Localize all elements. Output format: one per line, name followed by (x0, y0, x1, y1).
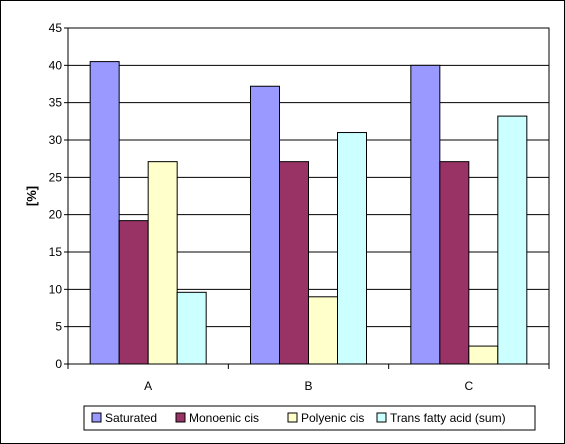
x-tick-label: C (464, 379, 473, 393)
y-tick-label: 15 (49, 245, 63, 259)
legend-label: Trans fatty acid (sum) (390, 411, 506, 425)
bar-polyenic-cis-b (308, 296, 338, 365)
legend-swatch (175, 412, 186, 423)
bar-trans-fatty-acid-sum-a (176, 291, 207, 365)
y-tick-label: 25 (49, 170, 63, 184)
y-tick-label: 30 (49, 133, 63, 147)
bar-trans-fatty-acid-sum-c (497, 115, 528, 365)
y-tick-label: 40 (49, 58, 63, 72)
y-axis-label: [%] (24, 186, 39, 206)
legend-label: Saturated (105, 411, 157, 425)
y-tick-label: 35 (49, 96, 63, 110)
y-tick-label: 20 (49, 208, 63, 222)
y-axis: 0 5 10 15 20 25 30 35 40 45 (49, 21, 68, 371)
x-tick-label: A (144, 379, 152, 393)
bar-monoenic-cis-a (118, 220, 149, 365)
bar-saturated-c (410, 64, 441, 365)
bar-monoenic-cis-c (439, 161, 470, 365)
legend-swatch (376, 412, 387, 423)
x-axis: A B C (67, 364, 550, 393)
bars (89, 61, 528, 365)
legend: Saturated Monoenic cis Polyenic cis Trans f… (83, 405, 536, 431)
legend-box (83, 405, 536, 431)
y-tick-label: 10 (49, 282, 63, 296)
legend-label: Polyenic cis (301, 411, 364, 425)
legend-swatch (91, 412, 102, 423)
y-tick-label: 45 (49, 21, 63, 35)
legend-swatch (287, 412, 298, 423)
legend-label: Monoenic cis (189, 411, 259, 425)
y-tick-label: 5 (55, 320, 62, 334)
bar-polyenic-cis-c (468, 345, 499, 365)
bar-saturated-a (89, 61, 120, 365)
bar-polyenic-cis-a (147, 161, 178, 365)
y-tick-label: 0 (55, 357, 62, 371)
bar-trans-fatty-acid-sum-b (337, 132, 367, 365)
bar-saturated-b (250, 85, 280, 365)
bar-monoenic-cis-b (279, 161, 309, 365)
x-tick-label: B (304, 379, 312, 393)
